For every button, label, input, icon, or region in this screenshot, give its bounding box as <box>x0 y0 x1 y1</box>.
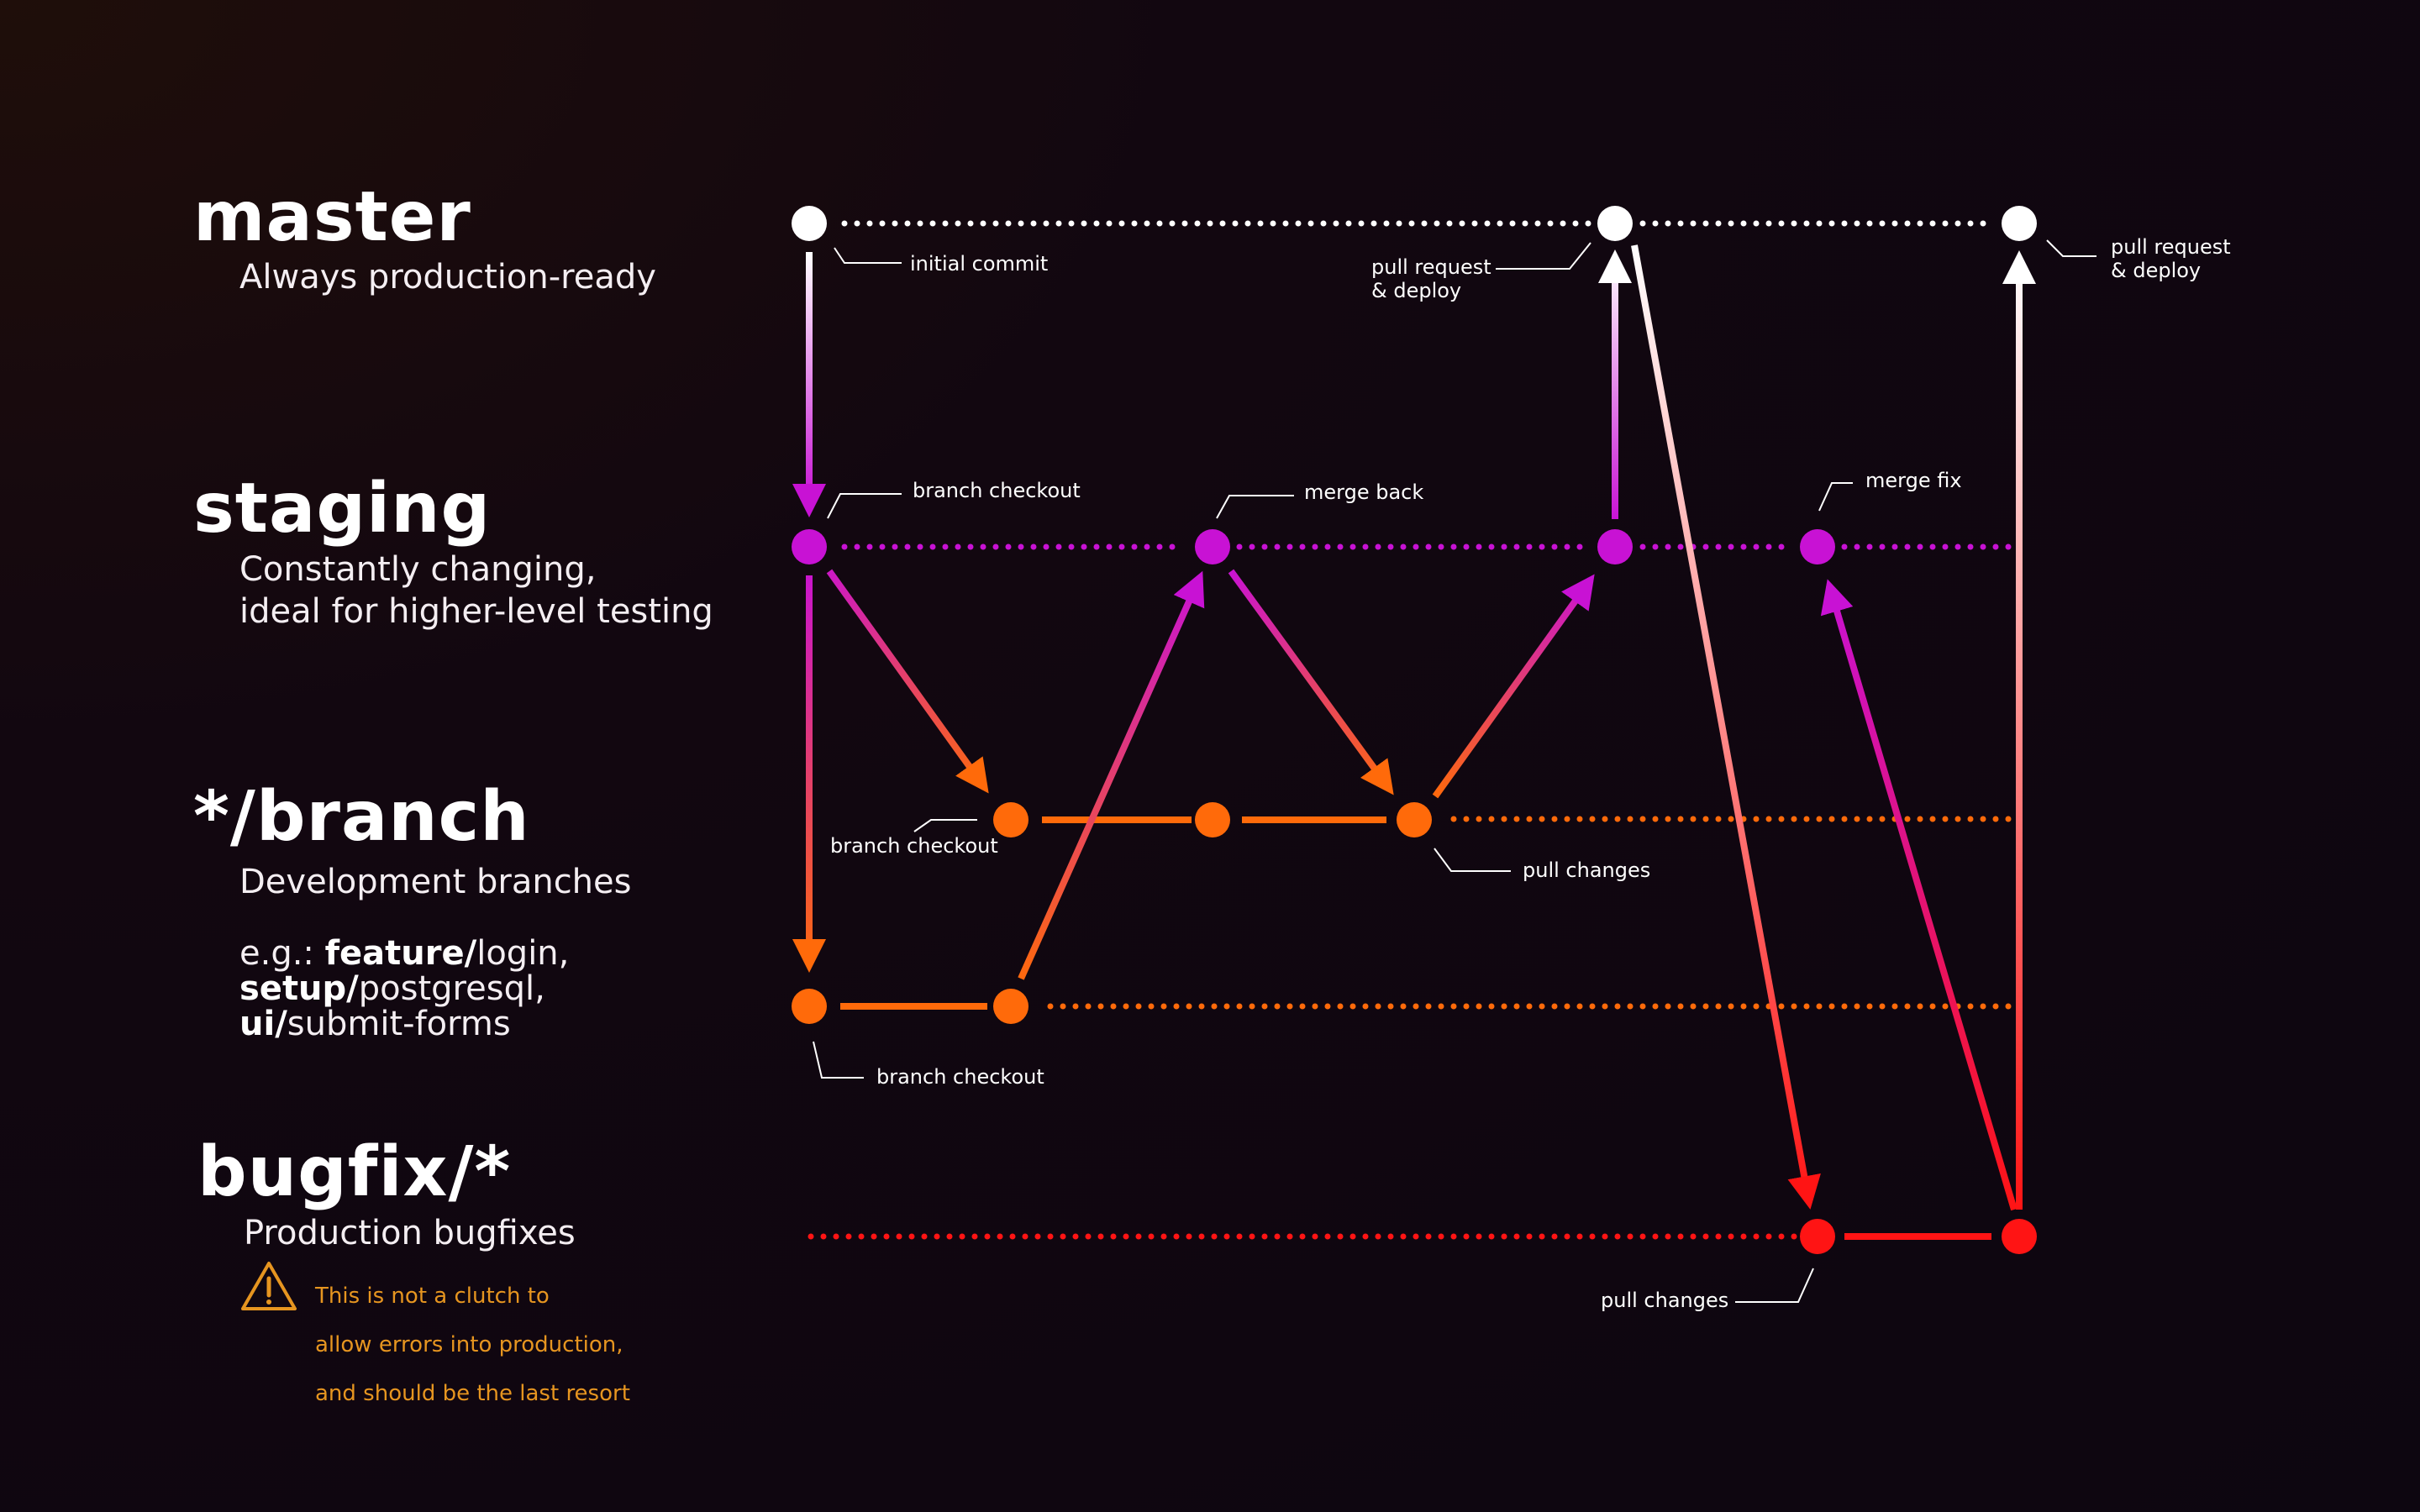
annotation-leaders <box>813 239 2096 1303</box>
arrow-branch-a-to-staging <box>1432 574 1595 799</box>
lane-desc-master: Always production-ready <box>239 258 656 297</box>
commit-staging-merge-fix <box>1800 529 1835 564</box>
commit-branch-a-3 <box>1397 802 1432 837</box>
commit-master-deploy-1 <box>1597 206 1633 241</box>
annot-branch-a-checkout: branch checkout <box>830 834 998 858</box>
example-ui-name: submit-forms <box>287 1005 511 1043</box>
annot-initial-commit: initial commit <box>910 252 1048 276</box>
example-setup-name: postgresql, <box>358 969 545 1008</box>
lane-desc-bugfix: Production bugfixes <box>244 1214 576 1252</box>
annot-staging-branch-checkout: branch checkout <box>913 479 1081 502</box>
commit-bugfix-1 <box>1800 1219 1835 1254</box>
example-feature-prefix: feature/ <box>324 934 477 973</box>
example-ui-prefix: ui/ <box>239 1005 287 1043</box>
commit-branch-a-2 <box>1195 802 1230 837</box>
lane-desc-staging-line1: Constantly changing, <box>239 550 597 589</box>
branch-a-commits <box>993 802 1432 837</box>
annot-merge-fix: merge fix <box>1865 469 1962 492</box>
commit-bugfix-2 <box>2002 1219 2037 1254</box>
commit-master-initial <box>792 206 827 241</box>
example-setup-prefix: setup/ <box>239 969 359 1008</box>
branch-examples: e.g.: feature/login, setup/postgresql, u… <box>239 936 569 1042</box>
warning-line2: allow errors into production, <box>315 1332 623 1357</box>
lane-desc-staging-line2: ideal for higher-level testing <box>239 592 713 631</box>
example-feature-name: login, <box>476 934 570 973</box>
lane-title-master: master <box>193 177 471 257</box>
commit-master-deploy-2 <box>2002 206 2037 241</box>
staging-commits <box>792 529 1835 564</box>
arrow-staging-to-branch-a <box>826 569 989 794</box>
annot-pull-changes-branch: pull changes <box>1523 858 1650 882</box>
annot-pull-request-2-line2: & deploy <box>2111 259 2201 282</box>
annot-pull-request-1-line2: & deploy <box>1371 279 1461 302</box>
commit-branch-a-1 <box>993 802 1028 837</box>
branch-example-line1: e.g.: feature/login, <box>239 936 569 971</box>
examples-prefix: e.g.: <box>239 934 325 973</box>
commit-staging-merge-back <box>1195 529 1230 564</box>
lane-title-bugfix: bugfix/* <box>197 1132 512 1212</box>
warning-line1: This is not a clutch to <box>315 1284 550 1309</box>
lane-desc-branch: Development branches <box>239 863 632 901</box>
commit-branch-b-2 <box>993 989 1028 1024</box>
bugfix-warning: This is not a clutch to allow errors int… <box>239 1260 630 1431</box>
arrow-staging-to-branch-a-2 <box>1228 569 1394 795</box>
annot-merge-back: merge back <box>1304 480 1423 504</box>
lane-title-branch: */branch <box>193 777 530 857</box>
annot-branch-b-checkout: branch checkout <box>876 1065 1044 1089</box>
commit-branch-b-1 <box>792 989 827 1024</box>
branch-b-commits <box>792 989 1028 1024</box>
bugfix-commits <box>1800 1219 2037 1254</box>
annot-pull-request-2-line1: pull request <box>2111 235 2231 259</box>
annot-pull-changes-bugfix: pull changes <box>1601 1289 1728 1312</box>
commit-staging-checkout <box>792 529 827 564</box>
arrow-bugfix-to-staging <box>1820 579 2018 1211</box>
master-commits <box>792 206 2037 241</box>
branch-example-line3: ui/submit-forms <box>239 1006 569 1042</box>
arrow-branch-b-to-staging <box>1018 570 1205 980</box>
commit-staging-pre-deploy <box>1597 529 1633 564</box>
annot-pull-request-1-line1: pull request <box>1371 255 1491 279</box>
warning-line3: and should be the last resort <box>315 1381 630 1406</box>
arrow-master-to-bugfix <box>1631 244 1821 1210</box>
warning-icon <box>241 1262 297 1310</box>
warning-text: This is not a clutch to allow errors int… <box>315 1260 630 1431</box>
lane-title-staging: staging <box>193 469 492 549</box>
branch-example-line2: setup/postgresql, <box>239 971 569 1006</box>
